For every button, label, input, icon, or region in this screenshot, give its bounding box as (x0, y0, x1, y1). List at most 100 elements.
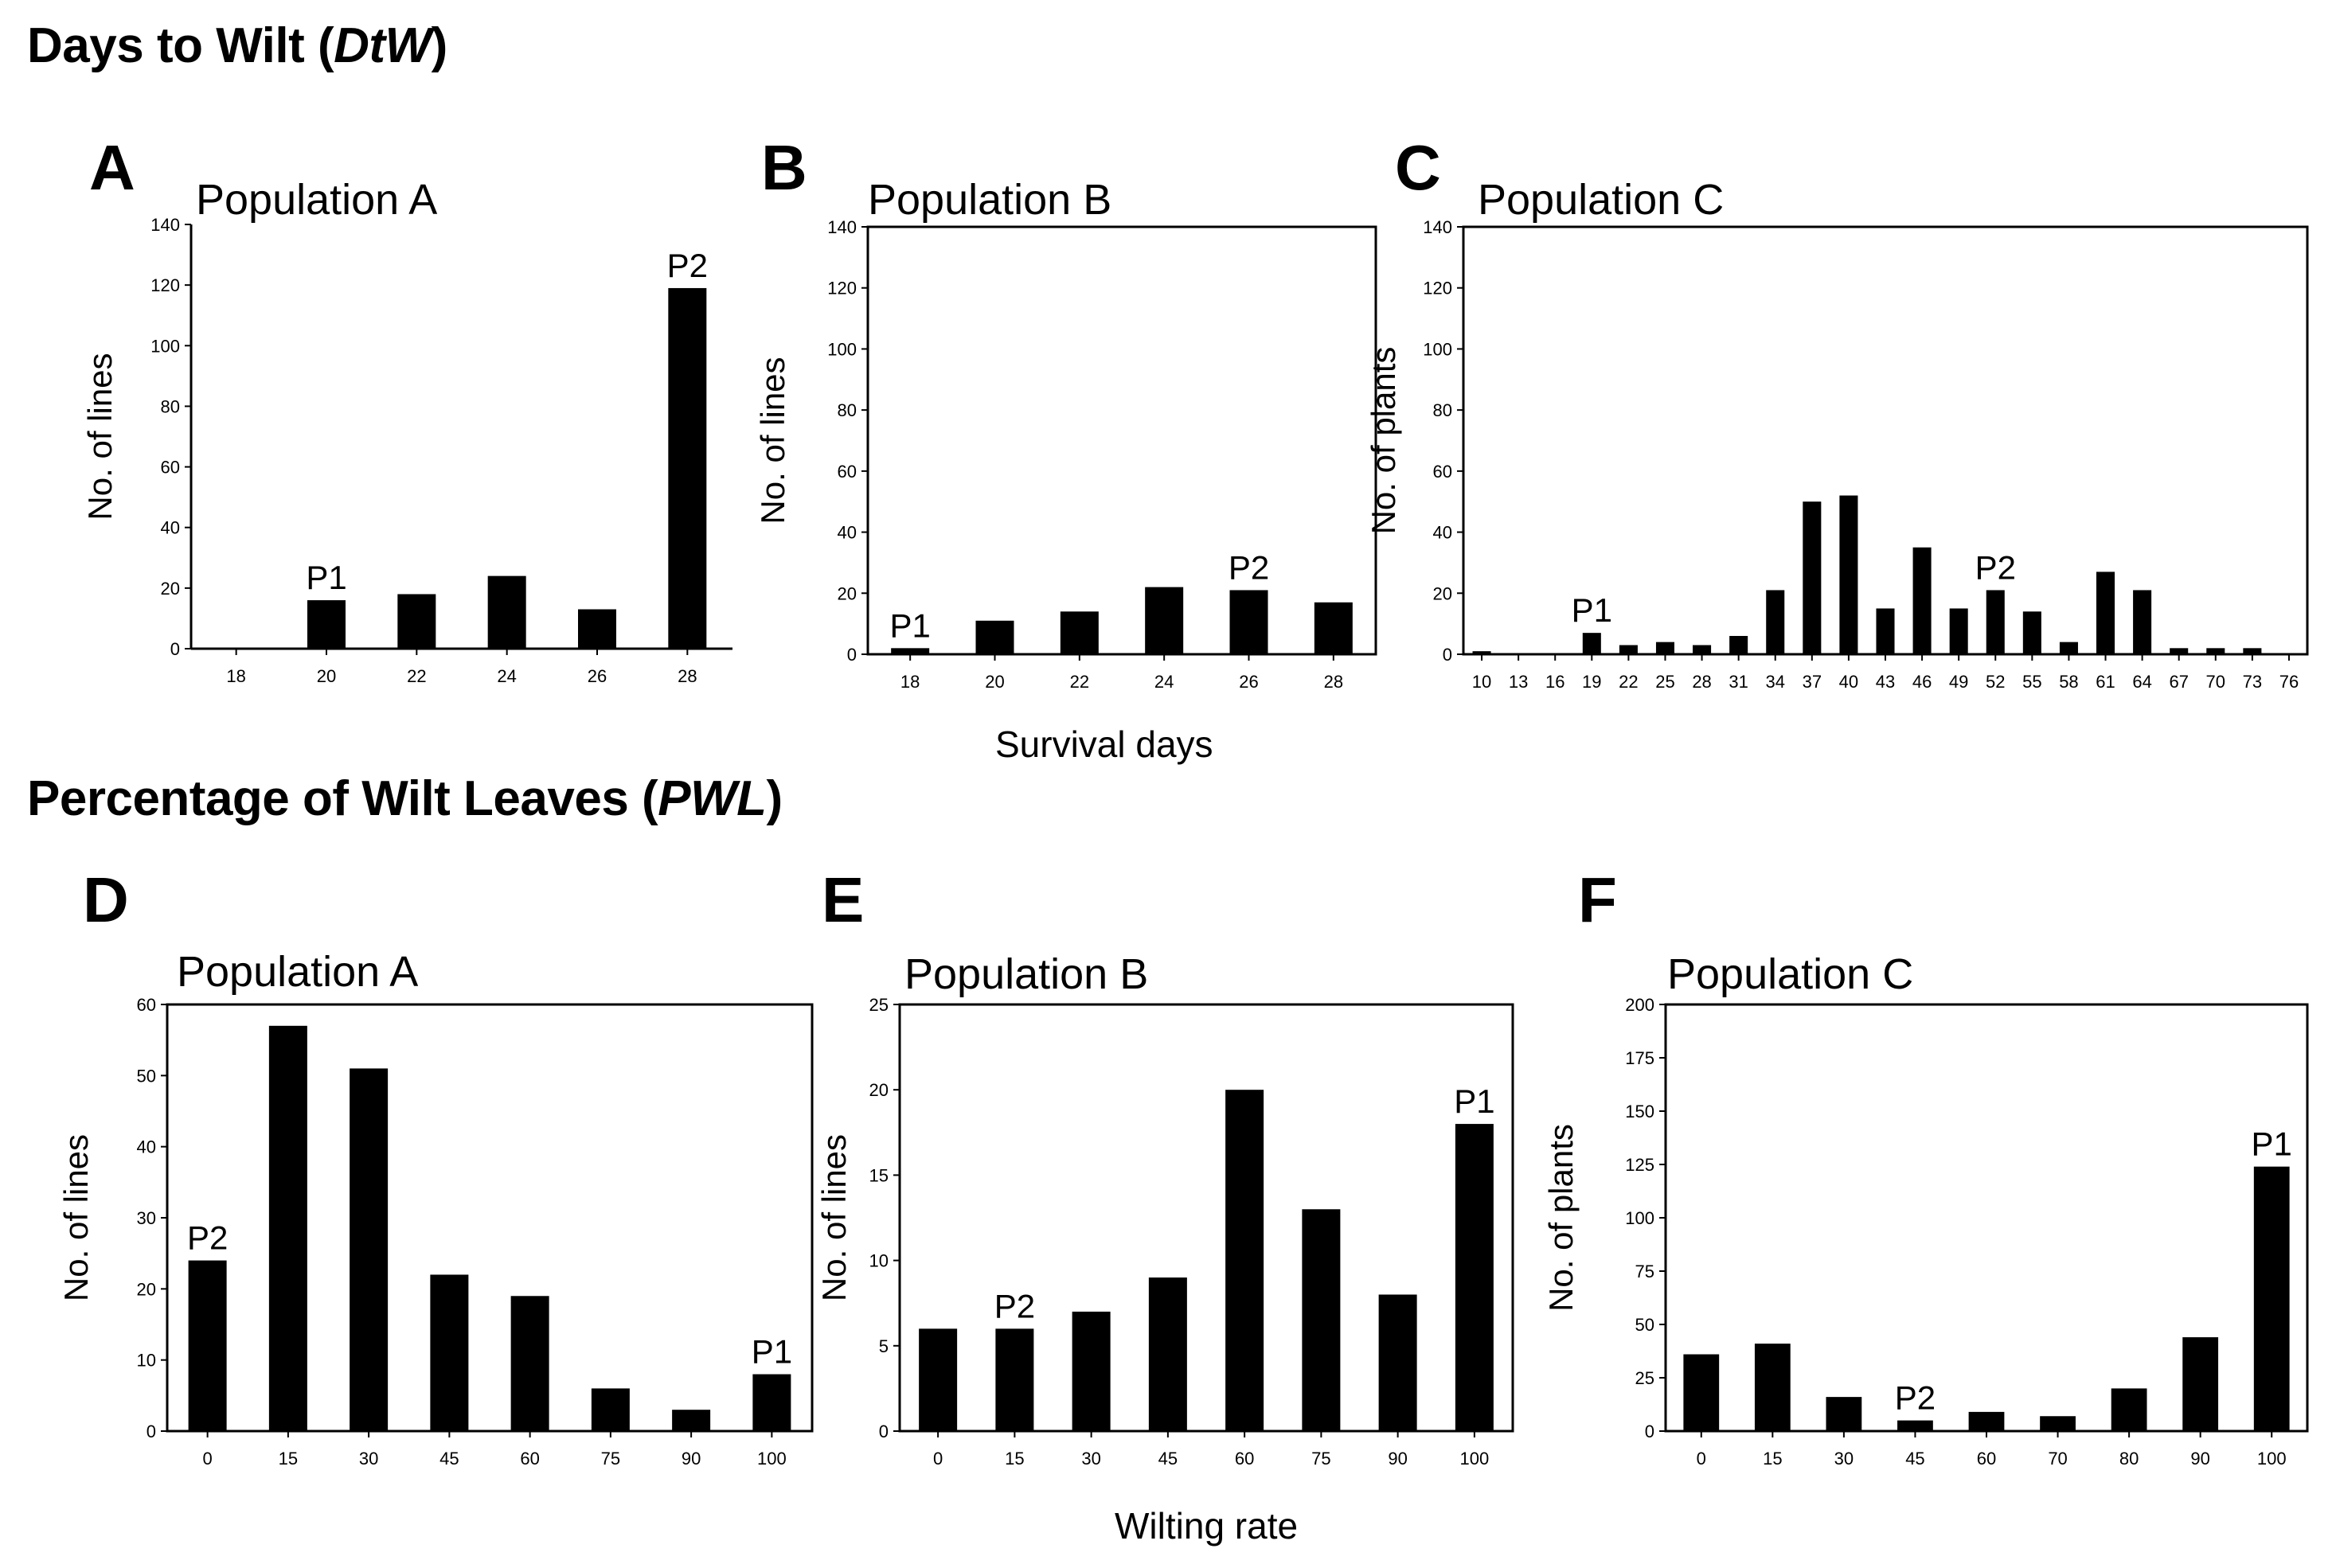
bar-b-26 (1229, 590, 1268, 654)
bar-c-70 (2206, 648, 2225, 654)
x-tick-label-d: 15 (279, 1449, 298, 1469)
x-tick-label-d: 45 (439, 1449, 459, 1469)
x-tick-label-c: 49 (1949, 672, 1968, 692)
y-tick-label-c: 100 (1423, 339, 1452, 359)
y-tick-label-c: 140 (1423, 217, 1452, 237)
x-tick-label-d: 60 (520, 1449, 539, 1469)
bar-b-24 (1145, 587, 1184, 654)
bar-c-10 (1472, 651, 1491, 654)
bar-c-40 (1839, 495, 1858, 654)
bar-f-90 (2182, 1337, 2219, 1431)
x-tick-label-c: 76 (2279, 672, 2299, 692)
bar-b-22 (1060, 611, 1099, 654)
y-tick-label-f: 100 (1625, 1208, 1654, 1228)
pwl-section-title: Percentage of Wilt Leaves (PWL) (27, 770, 783, 827)
x-tick-label-f: 60 (1977, 1449, 1996, 1469)
panel-letter-b: B (761, 132, 807, 203)
bar-f-100 (2253, 1166, 2290, 1431)
panel-letter-c: C (1395, 132, 1441, 203)
x-tick-label-e: 90 (1388, 1449, 1407, 1469)
x-tick-label-c: 58 (2059, 672, 2078, 692)
x-tick-label-c: 37 (1803, 672, 1822, 692)
y-tick-label-e: 25 (869, 995, 889, 1015)
x-tick-label-c: 10 (1472, 672, 1491, 692)
x-tick-label-a: 22 (407, 666, 426, 686)
y-tick-label-e: 0 (879, 1422, 889, 1441)
bar-f-30 (1826, 1397, 1862, 1431)
annotation-p2-d: P2 (187, 1219, 228, 1257)
y-tick-label-e: 20 (869, 1080, 889, 1100)
chart-b: 0 20 40 60 80 100 120 140 No. of lines 18 20 22 24 26… (754, 217, 1377, 692)
annotation-p1-b: P1 (889, 607, 930, 644)
x-tick-label-b: 28 (1324, 672, 1343, 692)
x-tick-label-c: 31 (1729, 672, 1748, 692)
bar-a-26 (578, 609, 616, 649)
bar-e-75 (1302, 1209, 1341, 1431)
y-tick-label-e: 5 (879, 1336, 889, 1356)
x-tick-label-f: 45 (1905, 1449, 1924, 1469)
plot-frame-b (866, 225, 1377, 656)
y-tick-label-d: 40 (137, 1137, 156, 1157)
panel-letter-f: F (1578, 864, 1617, 935)
x-tick-label-c: 13 (1509, 672, 1528, 692)
bar-d-75 (591, 1388, 630, 1431)
plot-frame-c (1462, 225, 2309, 656)
x-tick-label-c: 61 (2096, 672, 2115, 692)
x-tick-label-c: 70 (2206, 672, 2225, 692)
bar-c-61 (2096, 571, 2115, 654)
y-tick-label-d: 50 (137, 1066, 156, 1086)
x-tick-label-f: 70 (2048, 1449, 2067, 1469)
y-tick-label-c: 120 (1423, 279, 1452, 298)
x-tick-label-d: 75 (601, 1449, 620, 1469)
bar-a-20 (307, 600, 346, 649)
bar-c-64 (2133, 590, 2152, 654)
x-tick-label-f: 100 (2257, 1449, 2287, 1469)
y-tick-label-f: 200 (1625, 995, 1654, 1015)
pwl-title-close: ) (766, 771, 783, 826)
chart-a: 0 20 40 60 80 100 120 140 No. of lines 18 20 22 24 26… (81, 215, 732, 686)
x-tick-label-e: 60 (1235, 1449, 1254, 1469)
y-tick-label-d: 30 (137, 1208, 156, 1228)
bar-c-52 (1986, 590, 2005, 654)
annotation-p1-f: P1 (2252, 1125, 2292, 1163)
x-tick-label-c: 73 (2243, 672, 2262, 692)
bar-c-73 (2243, 648, 2262, 654)
panel-title-d: Population A (177, 948, 419, 996)
bar-f-80 (2111, 1388, 2147, 1431)
bar-b-20 (975, 620, 1014, 654)
bar-e-90 (1378, 1294, 1417, 1431)
pwl-title-abbr: PWL (658, 771, 767, 826)
x-tick-label-f: 15 (1763, 1449, 1782, 1469)
bar-c-25 (1655, 642, 1674, 654)
bar-c-37 (1803, 501, 1822, 654)
panel-title-b: Population B (868, 176, 1112, 224)
bar-e-0 (919, 1328, 958, 1431)
y-tick-label-c: 60 (1433, 462, 1452, 482)
x-tick-label-c: 19 (1582, 672, 1601, 692)
x-tick-label-c: 16 (1545, 672, 1564, 692)
dtw-xaxis-label: Survival days (995, 724, 1213, 765)
bar-d-100 (752, 1374, 791, 1431)
x-tick-label-f: 90 (2190, 1449, 2209, 1469)
bar-f-70 (2040, 1416, 2076, 1431)
panel-title-c: Population C (1478, 176, 1725, 224)
bar-e-15 (995, 1328, 1034, 1431)
bar-c-22 (1619, 645, 1638, 654)
chart-d: 0 10 20 30 40 50 60 No. of lines 0 15 30 45 60 75 90 10… (57, 995, 814, 1469)
x-tick-label-c: 67 (2169, 672, 2188, 692)
bar-f-15 (1754, 1344, 1791, 1431)
panel-letter-d: D (83, 864, 129, 935)
x-tick-label-e: 0 (933, 1449, 943, 1469)
y-tick-label-c: 20 (1433, 583, 1452, 603)
y-tick-label-d: 0 (146, 1422, 156, 1441)
plot-frame-e (898, 1003, 1514, 1433)
y-tick-label-c: 80 (1433, 400, 1452, 420)
annotation-p1-a: P1 (306, 559, 346, 596)
y-tick-label-a: 120 (150, 275, 180, 295)
x-tick-label-c: 25 (1655, 672, 1674, 692)
x-tick-label-c: 46 (1912, 672, 1932, 692)
x-tick-label-f: 80 (2119, 1449, 2139, 1469)
dtw-title-abbr: DtW (334, 18, 432, 73)
x-tick-label-c: 34 (1765, 672, 1784, 692)
y-tick-label-a: 0 (170, 639, 180, 659)
